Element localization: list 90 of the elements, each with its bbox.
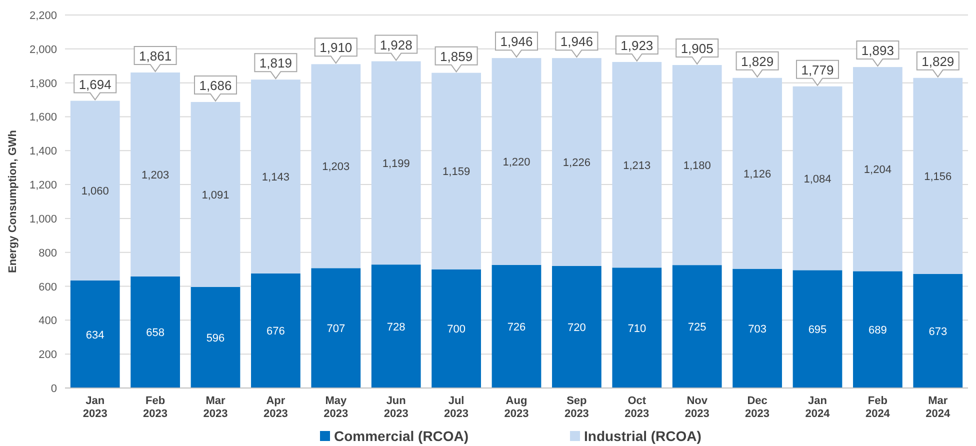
data-label: 658: [146, 327, 164, 340]
total-label: 1,928: [380, 37, 412, 52]
data-label: 1,180: [683, 160, 711, 172]
bar: [552, 266, 602, 388]
data-label: 634: [86, 329, 104, 342]
bar: [492, 264, 542, 388]
total-label: 1,829: [922, 54, 954, 69]
data-label: 1,156: [924, 170, 952, 183]
data-label: 1,220: [502, 156, 530, 168]
y-tick-label: 0: [50, 383, 57, 395]
total-label: 1,905: [680, 41, 714, 56]
y-tick-label: 1,200: [29, 180, 57, 192]
y-tick-label: 1,600: [29, 112, 57, 124]
bar: [853, 271, 902, 388]
y-tick-label: 400: [38, 315, 57, 328]
total-label: 1,779: [801, 62, 834, 78]
total-label: 1,819: [259, 56, 292, 71]
x-tick-label: Mar 2024: [926, 395, 952, 420]
x-tick-label: Sep 2023: [564, 395, 589, 420]
x-tick-label: Jan 2023: [82, 395, 108, 420]
y-tick-label: 2,200: [29, 10, 57, 22]
x-tick-label: Jan 2024: [805, 395, 831, 420]
data-label: 1,226: [562, 156, 590, 169]
bar: [432, 269, 481, 388]
y-tick-label: 200: [38, 349, 57, 362]
data-label: 1,126: [744, 168, 772, 180]
data-label: 726: [507, 321, 526, 334]
total-label: 1,893: [861, 43, 894, 58]
x-tick-label: May 2023: [324, 395, 348, 420]
data-label: 720: [568, 322, 586, 334]
total-label: 1,946: [500, 34, 533, 50]
bar: [732, 268, 782, 388]
total-label: 1,923: [620, 38, 654, 53]
y-axis-title: Energy Consumption, GWh: [7, 130, 19, 273]
data-label: 1,143: [262, 171, 290, 184]
bar: [913, 274, 963, 388]
y-tick-label: 1,800: [29, 78, 57, 90]
x-tick-label: Feb 2023: [143, 395, 168, 420]
bar: [190, 286, 240, 388]
bar: [792, 270, 842, 388]
total-label: 1,686: [199, 78, 232, 93]
data-label: 1,199: [382, 158, 410, 170]
data-label: 695: [808, 324, 827, 336]
x-tick-label: Apr 2023: [263, 395, 288, 420]
bar: [251, 273, 300, 388]
x-tick-label: Dec 2023: [745, 395, 770, 420]
bar: [311, 268, 361, 388]
data-label: 1,203: [142, 169, 170, 182]
total-label: 1,910: [320, 40, 352, 56]
data-label: 703: [748, 323, 766, 336]
y-tick-label: 800: [38, 247, 57, 260]
y-tick-label: 600: [38, 281, 57, 294]
x-tick-label: Mar 2023: [203, 395, 228, 420]
x-tick-label: Aug 2023: [504, 395, 529, 420]
y-tick-label: 1,400: [29, 146, 57, 158]
data-label: 689: [868, 324, 887, 337]
total-label: 1,829: [741, 54, 774, 69]
data-label: 676: [266, 326, 285, 338]
data-label: 728: [386, 321, 406, 334]
bar: [371, 264, 421, 388]
legend-label: Industrial (RCOA): [584, 428, 702, 444]
y-tick-label: 1,000: [29, 213, 57, 226]
data-label: 1,060: [81, 186, 109, 198]
y-tick-label: 2,000: [29, 44, 57, 56]
data-label: 700: [447, 324, 466, 336]
data-label: 596: [206, 332, 225, 344]
bar: [672, 265, 722, 388]
x-tick-label: Nov 2023: [684, 395, 710, 420]
x-tick-label: Jul 2023: [444, 395, 469, 420]
data-label: 673: [928, 326, 948, 338]
data-label: 725: [688, 322, 706, 334]
x-tick-label: Oct 2023: [624, 395, 650, 420]
legend-label: Commercial (RCOA): [334, 428, 469, 444]
total-label: 1,694: [78, 76, 112, 92]
data-label: 1,084: [804, 173, 832, 186]
x-tick-label: Jun 2023: [384, 395, 408, 420]
data-label: 1,091: [202, 189, 230, 202]
data-label: 1,204: [864, 164, 892, 176]
x-tick-label: Feb 2024: [865, 395, 891, 420]
bar: [612, 268, 662, 388]
data-label: 710: [628, 322, 646, 335]
data-label: 1,213: [623, 160, 651, 172]
total-label: 1,859: [440, 48, 473, 64]
data-label: 707: [326, 323, 346, 336]
total-label: 1,946: [560, 34, 593, 50]
bar: [130, 276, 180, 388]
bar: [70, 280, 120, 388]
data-label: 1,203: [322, 161, 350, 174]
total-label: 1,861: [139, 48, 172, 64]
data-label: 1,159: [442, 166, 470, 178]
